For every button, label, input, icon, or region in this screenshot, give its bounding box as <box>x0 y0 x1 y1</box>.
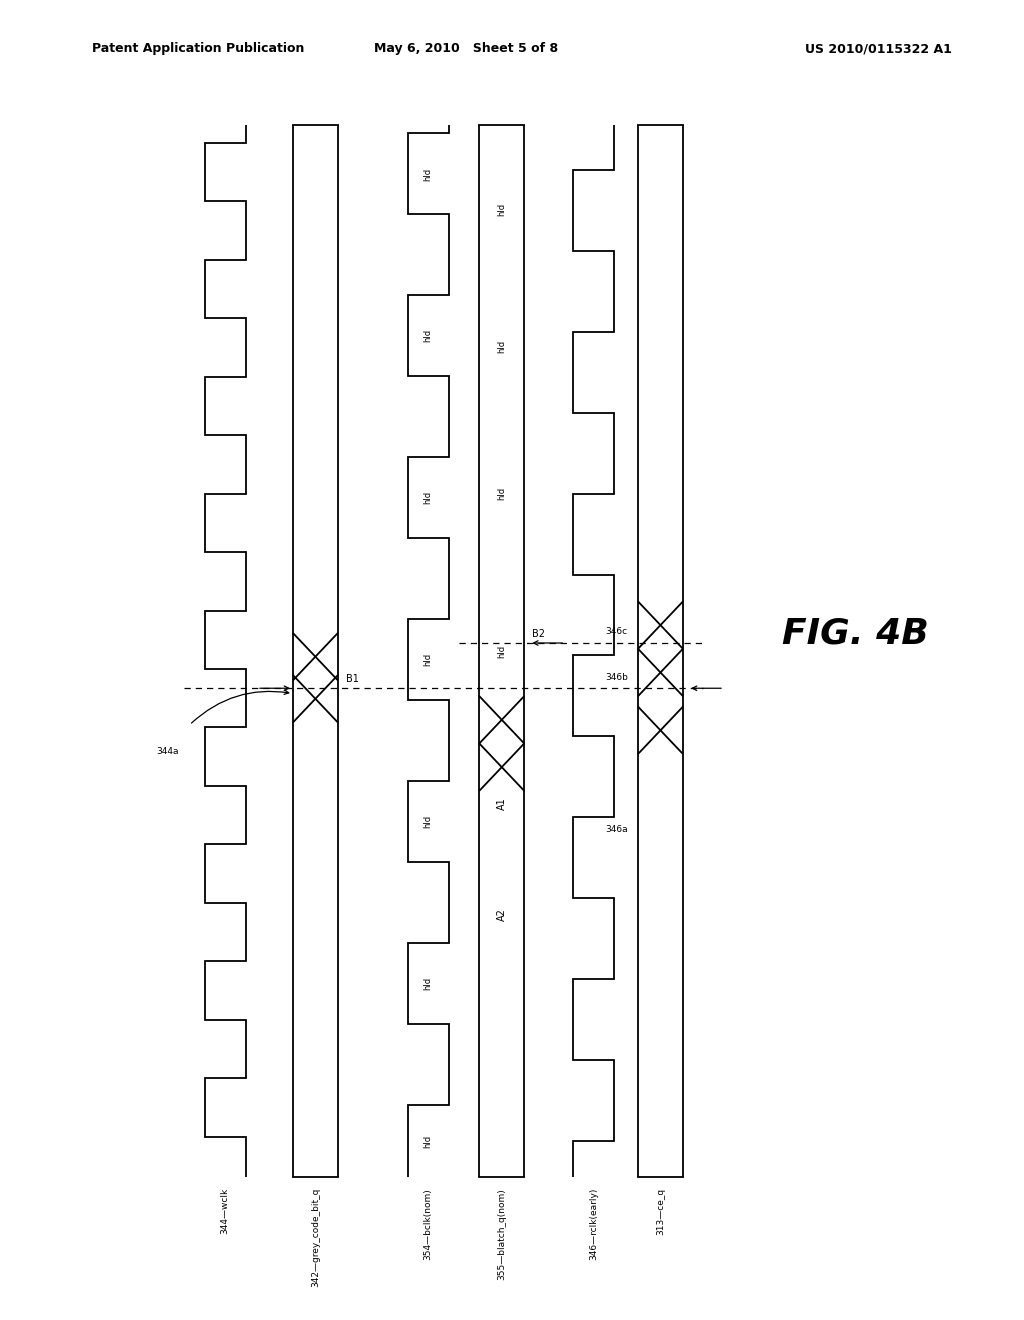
Text: US 2010/0115322 A1: US 2010/0115322 A1 <box>806 42 952 55</box>
Text: 355—blatch_q(nom): 355—blatch_q(nom) <box>498 1188 506 1280</box>
Text: hld: hld <box>424 653 432 667</box>
Text: hld: hld <box>498 203 506 216</box>
Text: B1: B1 <box>346 675 359 684</box>
Text: hld: hld <box>498 645 506 657</box>
Text: 346—rclk(early): 346—rclk(early) <box>590 1188 598 1261</box>
Text: hld: hld <box>424 1134 432 1147</box>
Text: hld: hld <box>424 329 432 342</box>
Text: hld: hld <box>498 339 506 352</box>
Text: 346a: 346a <box>605 825 628 834</box>
Text: B2: B2 <box>532 630 546 639</box>
Text: 344a: 344a <box>157 747 179 756</box>
FancyArrowPatch shape <box>191 690 289 723</box>
Text: 346b: 346b <box>605 673 628 681</box>
Text: 313—ce_q: 313—ce_q <box>656 1188 665 1236</box>
Text: 346c: 346c <box>605 627 628 636</box>
Text: 354—bclk(nom): 354—bclk(nom) <box>424 1188 432 1259</box>
Text: Patent Application Publication: Patent Application Publication <box>92 42 304 55</box>
Text: May 6, 2010   Sheet 5 of 8: May 6, 2010 Sheet 5 of 8 <box>374 42 558 55</box>
Text: hld: hld <box>424 168 432 181</box>
Text: A1: A1 <box>497 797 507 810</box>
Text: 342—grey_code_bit_q: 342—grey_code_bit_q <box>311 1188 319 1287</box>
Text: FIG. 4B: FIG. 4B <box>781 616 929 651</box>
Text: 344—wclk: 344—wclk <box>221 1188 229 1234</box>
Text: hld: hld <box>424 491 432 504</box>
Text: A2: A2 <box>497 908 507 921</box>
Text: hld: hld <box>424 977 432 990</box>
Text: hld: hld <box>424 814 432 828</box>
Text: hld: hld <box>498 487 506 500</box>
